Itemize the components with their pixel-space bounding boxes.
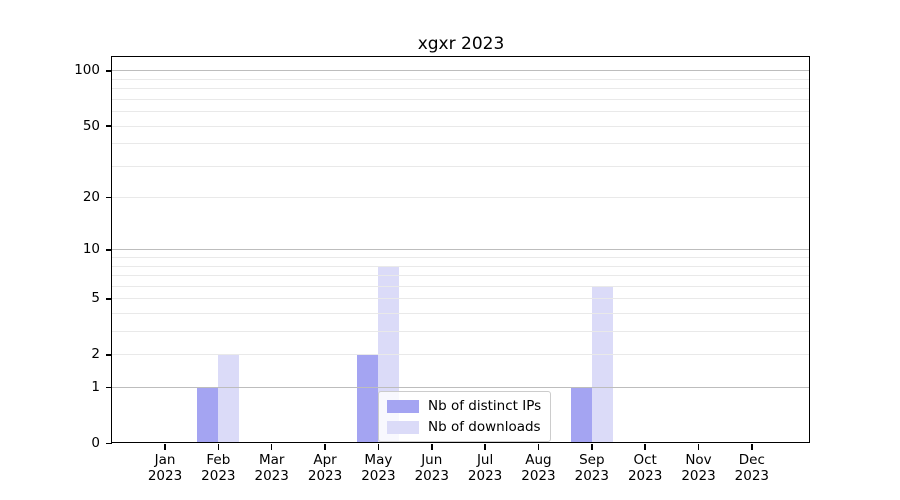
x-tick-mark (484, 443, 486, 450)
y-tick-mark (106, 125, 112, 127)
x-tick-mark (751, 443, 753, 450)
minor-gridline (112, 78, 810, 80)
x-tick-mark (644, 443, 646, 450)
minor-gridline (112, 88, 810, 90)
minor-gridline (112, 331, 810, 333)
bar-downloads-feb (218, 354, 240, 444)
legend-label-downloads: Nb of downloads (428, 419, 541, 435)
x-tick-mark (164, 443, 166, 450)
minor-gridline (112, 143, 810, 145)
major-gridline (112, 387, 810, 389)
x-tick-mark (431, 443, 433, 450)
x-tick-label: Aug 2023 (521, 452, 556, 484)
minor-gridline (112, 298, 810, 300)
y-tick-label: 5 (91, 290, 100, 307)
minor-gridline (112, 197, 810, 199)
y-tick-label: 20 (82, 189, 100, 206)
x-tick-mark (270, 443, 273, 450)
major-gridline (112, 70, 810, 72)
x-tick-mark (324, 443, 326, 450)
x-tick-label: Jul 2023 (467, 452, 503, 484)
y-tick-label: 50 (82, 117, 100, 134)
major-gridline (112, 249, 810, 251)
x-tick-label: Apr 2023 (307, 452, 343, 484)
y-tick-label: 10 (82, 241, 100, 258)
legend-swatch-distinct-ips (387, 399, 419, 413)
y-tick-label: 0 (91, 435, 100, 451)
legend-item-distinct-ips: Nb of distinct IPs (387, 398, 541, 414)
x-tick-mark (697, 443, 700, 450)
x-tick-label: Jun 2023 (414, 452, 449, 484)
legend-item-downloads: Nb of downloads (387, 419, 541, 435)
legend-label-distinct-ips: Nb of distinct IPs (428, 398, 542, 414)
minor-gridline (112, 313, 810, 315)
minor-gridline (112, 275, 810, 277)
minor-gridline (112, 354, 810, 356)
minor-gridline (112, 285, 810, 287)
minor-gridline (112, 111, 810, 113)
x-tick-label: Jan 2023 (147, 452, 183, 484)
y-tick-mark (106, 70, 112, 72)
y-tick-mark (106, 354, 112, 356)
chart-title: xgxr 2023 (417, 34, 505, 54)
minor-gridline (112, 165, 810, 167)
bar-distinct-ips-may (357, 354, 379, 444)
x-tick-mark (591, 443, 593, 450)
y-tick-label: 100 (74, 62, 100, 79)
x-tick-label: Dec 2023 (734, 452, 770, 484)
x-tick-label: Oct 2023 (627, 452, 663, 484)
y-tick-mark (106, 196, 112, 199)
y-tick-mark (106, 298, 112, 300)
x-tick-mark (377, 443, 380, 450)
bar-distinct-ips-feb (197, 387, 219, 444)
x-tick-mark (217, 443, 220, 450)
x-tick-label: Feb 2023 (201, 452, 236, 484)
minor-gridline (112, 265, 810, 267)
x-tick-label: May 2023 (361, 452, 396, 484)
minor-gridline (112, 125, 810, 127)
x-tick-label: Mar 2023 (254, 452, 289, 484)
x-tick-mark (537, 443, 540, 450)
bar-distinct-ips-sep (570, 387, 592, 444)
y-tick-label: 1 (91, 379, 100, 396)
bar-downloads-sep (591, 286, 613, 444)
minor-gridline (112, 257, 810, 259)
y-tick-label: 2 (91, 346, 100, 363)
legend-swatch-downloads (387, 420, 419, 434)
x-tick-label: Sep 2023 (574, 452, 609, 484)
y-tick-mark (106, 386, 112, 389)
minor-gridline (112, 98, 810, 100)
y-tick-mark (106, 442, 112, 445)
x-tick-label: Nov 2023 (681, 452, 716, 484)
y-tick-mark (106, 249, 112, 251)
legend: Nb of distinct IPs Nb of downloads (378, 391, 552, 442)
